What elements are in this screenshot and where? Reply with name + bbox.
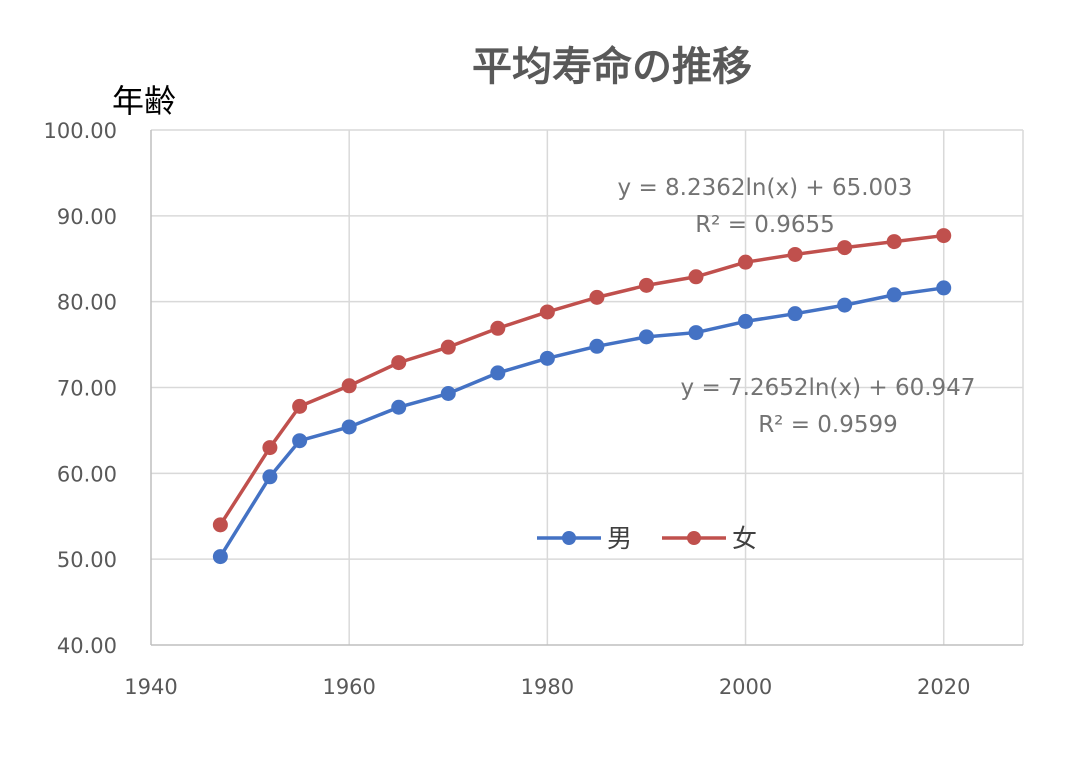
- data-point-female: [341, 378, 357, 394]
- data-point-male: [837, 297, 853, 313]
- data-point-female: [212, 517, 228, 533]
- data-point-male: [886, 287, 902, 303]
- series-female: [212, 228, 952, 533]
- series-line-female: [218, 233, 944, 526]
- x-tick-label: 1940: [124, 675, 177, 699]
- legend-label-female: 女: [732, 524, 757, 553]
- data-point-female: [738, 254, 754, 270]
- data-point-female: [262, 440, 278, 456]
- male-trend-r2: R² = 0.9599: [758, 412, 898, 438]
- data-point-female: [886, 234, 902, 250]
- y-axis-label: 年齢: [112, 82, 176, 120]
- data-point-female: [589, 289, 605, 305]
- data-point-female: [292, 398, 308, 414]
- legend-marker-male: [562, 531, 576, 545]
- male-trend-equation: y = 7.2652ln(x) + 60.947: [681, 375, 976, 401]
- data-point-male: [539, 350, 555, 366]
- axes: [150, 130, 1023, 646]
- y-tick-label: 40.00: [57, 634, 117, 658]
- legend-item-male: 男: [537, 524, 632, 553]
- series-male: [212, 280, 952, 565]
- data-point-female: [440, 339, 456, 355]
- data-point-male: [341, 419, 357, 435]
- data-point-male: [688, 325, 704, 341]
- data-point-male: [936, 280, 952, 296]
- x-tick-label: 2020: [917, 675, 970, 699]
- data-point-male: [589, 338, 605, 354]
- series-line-male: [218, 286, 944, 558]
- data-point-male: [738, 313, 754, 329]
- y-tick-label: 70.00: [57, 377, 117, 401]
- data-point-male: [440, 386, 456, 402]
- legend-item-female: 女: [662, 524, 757, 553]
- data-point-male: [490, 365, 506, 381]
- legend-label-male: 男: [607, 524, 632, 553]
- data-point-female: [688, 269, 704, 285]
- data-point-male: [638, 329, 654, 345]
- data-point-male: [787, 306, 803, 322]
- female-trend-r2: R² = 0.9655: [695, 212, 835, 238]
- data-point-male: [292, 433, 308, 449]
- data-point-female: [936, 228, 952, 244]
- y-tick-label: 90.00: [57, 205, 117, 229]
- data-point-female: [638, 277, 654, 293]
- female-trend-equation: y = 8.2362ln(x) + 65.003: [618, 175, 913, 201]
- series-group: [212, 228, 952, 565]
- chart-title: 平均寿命の推移: [472, 44, 752, 90]
- x-tick-label: 1980: [521, 675, 574, 699]
- data-point-female: [539, 304, 555, 320]
- data-point-female: [787, 246, 803, 262]
- x-tick-label: 1960: [322, 675, 375, 699]
- gridlines: [151, 129, 1024, 645]
- data-point-female: [490, 320, 506, 336]
- data-point-male: [212, 549, 228, 565]
- y-tick-label: 80.00: [57, 291, 117, 315]
- data-point-male: [262, 469, 278, 485]
- y-tick-label: 50.00: [57, 548, 117, 572]
- legend-marker-female: [687, 531, 701, 545]
- trendline-equations: y = 8.2362ln(x) + 65.003 R² = 0.9655 y =…: [618, 175, 976, 438]
- y-tick-label: 60.00: [57, 462, 117, 486]
- data-point-female: [837, 240, 853, 256]
- tick-labels: 40.00 50.00 60.00 70.00 80.00 90.00 100.00 1940…: [44, 119, 971, 699]
- data-point-male: [391, 399, 407, 415]
- data-point-female: [391, 355, 407, 371]
- legend: 男 女: [537, 524, 757, 553]
- y-tick-label: 100.00: [44, 119, 117, 143]
- x-tick-label: 2000: [719, 675, 772, 699]
